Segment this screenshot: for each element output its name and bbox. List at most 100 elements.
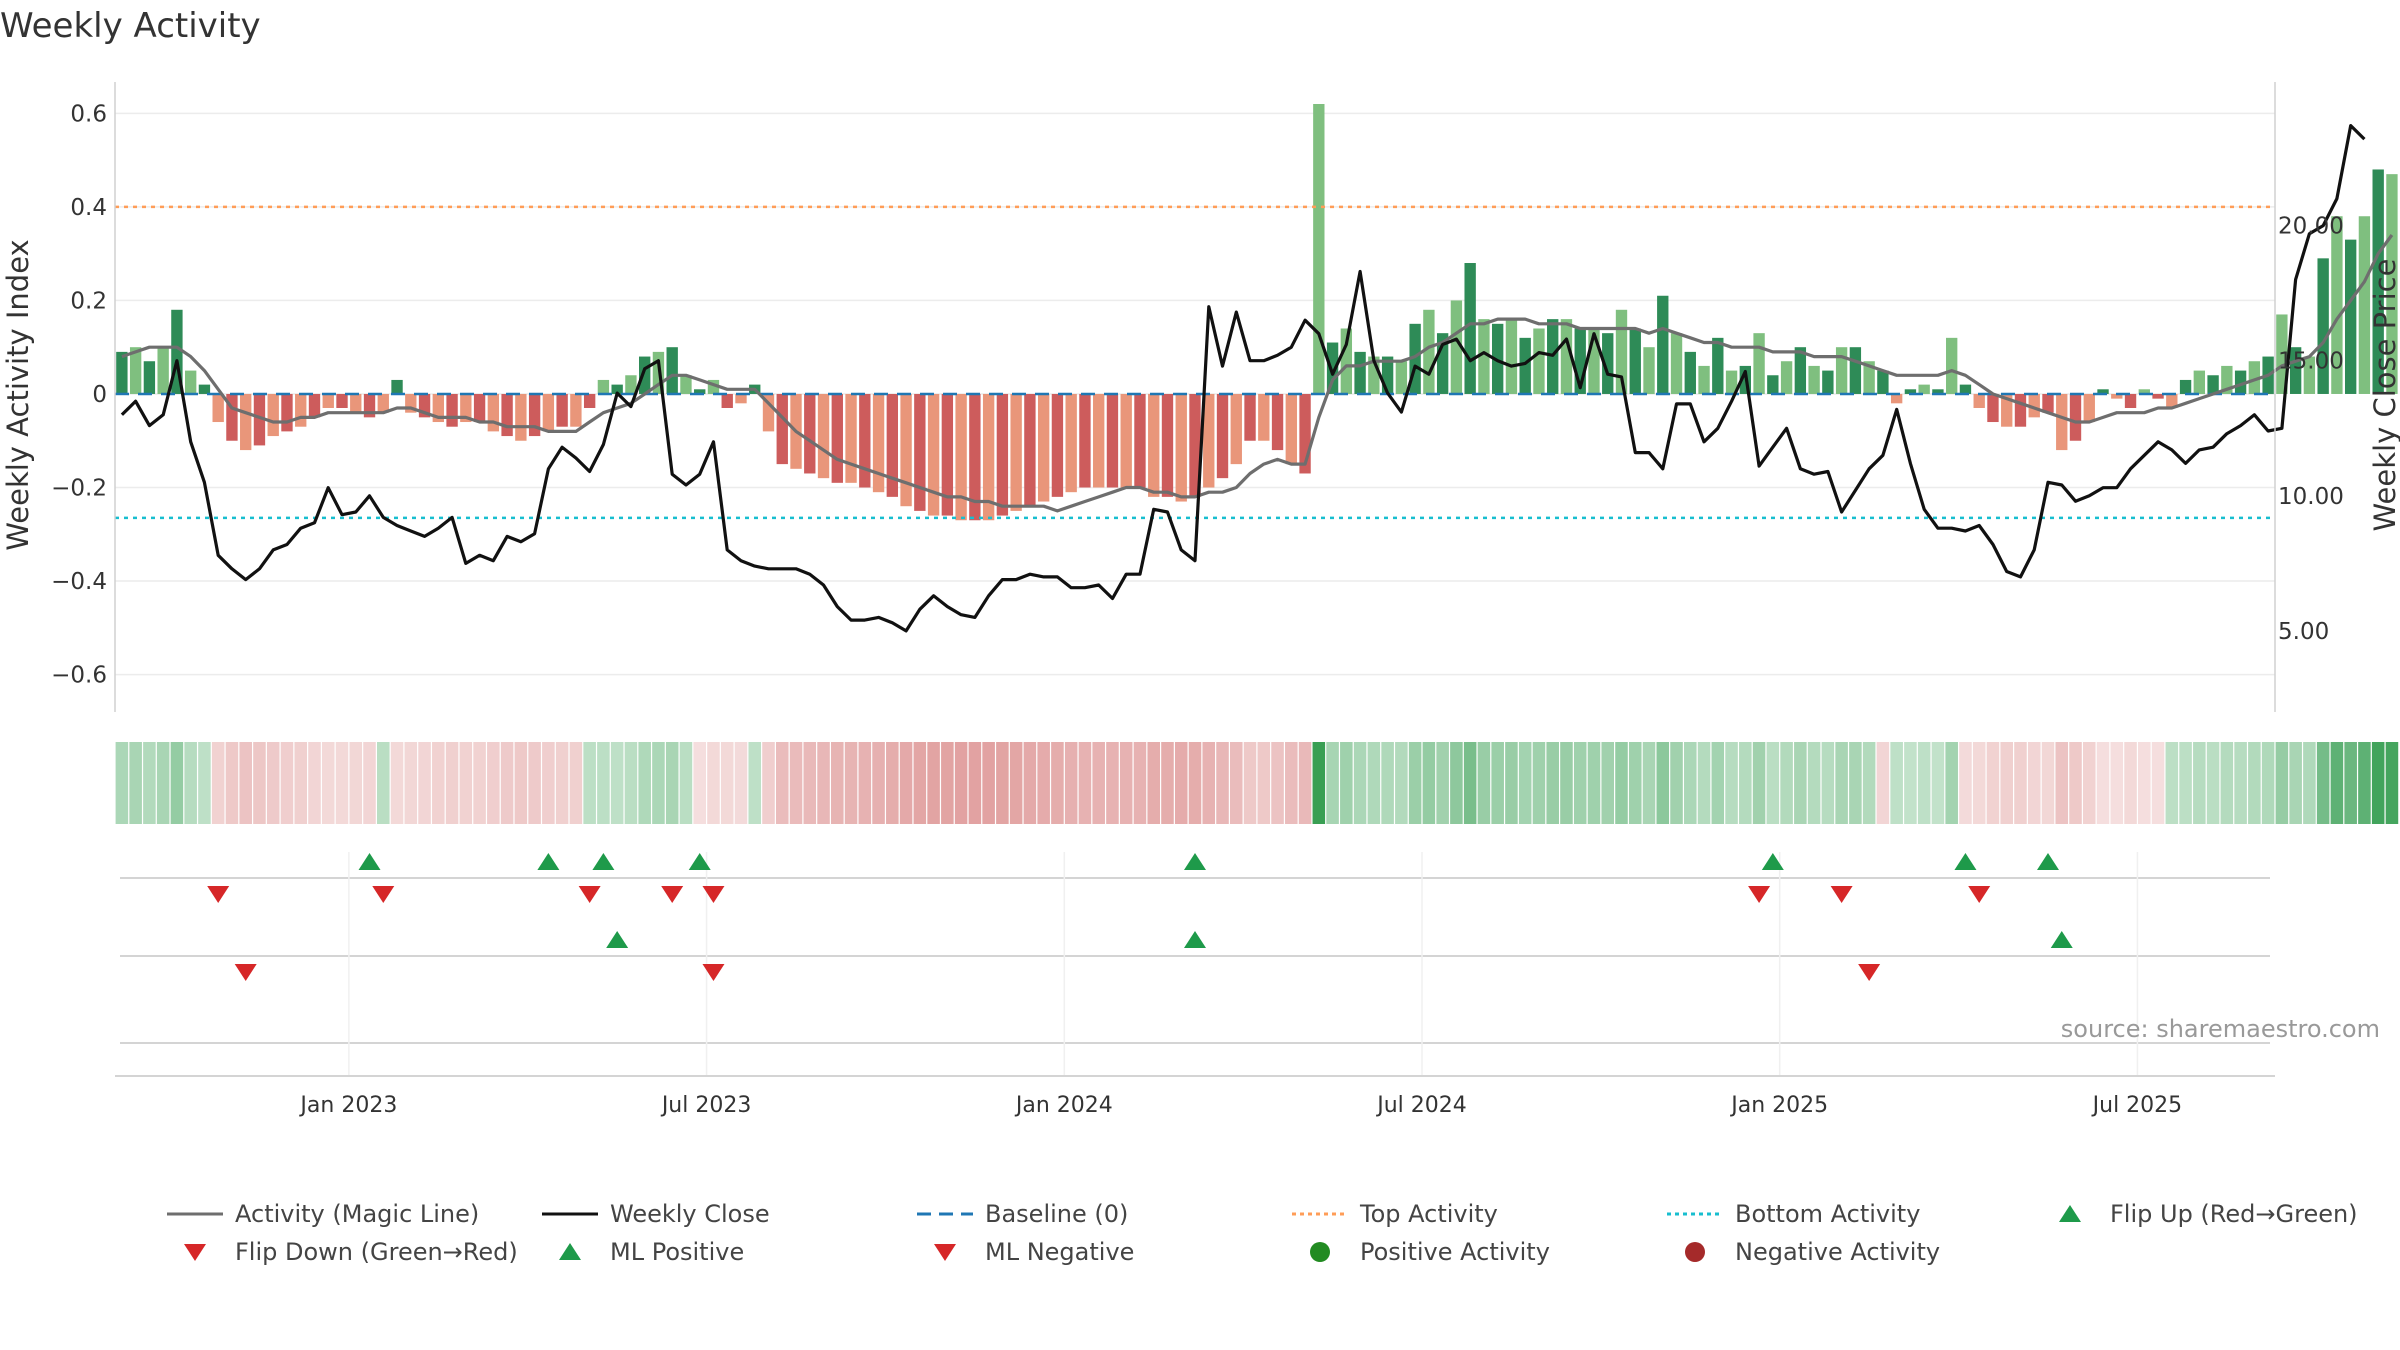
regime-cell — [335, 742, 349, 824]
activity-bar — [941, 393, 954, 516]
activity-bar — [721, 393, 733, 408]
activity-bar — [1533, 328, 1545, 394]
activity-bar — [666, 347, 678, 394]
activity-bar — [996, 393, 1009, 516]
regime-cell — [1684, 742, 1697, 824]
activity-bars — [116, 104, 2398, 521]
activity-bar — [350, 393, 362, 413]
activity-bar — [1093, 393, 1105, 488]
activity-bar — [473, 393, 486, 423]
legend-flip-down-label: Flip Down (Green→Red) — [235, 1238, 518, 1266]
y-axis-title: Weekly Activity Index — [1, 239, 35, 550]
activity-bar — [1423, 309, 1435, 394]
activity-bar — [1946, 337, 1958, 394]
regime-cell — [1161, 742, 1174, 824]
regime-cell — [239, 742, 252, 824]
legend-positive-activity: Positive Activity — [1290, 1238, 1550, 1266]
regime-cell — [2261, 742, 2275, 824]
regime-cell — [2193, 742, 2206, 824]
activity-bar — [831, 393, 843, 483]
regime-cell — [1450, 742, 1463, 824]
regime-cell — [1009, 742, 1023, 824]
flip-down-marker — [702, 886, 725, 903]
regime-cell — [652, 742, 665, 824]
activity-bar — [1134, 393, 1146, 488]
regime-cell — [1285, 742, 1298, 824]
activity-bar — [583, 393, 596, 408]
activity-bar — [2317, 258, 2329, 394]
regime-cell — [913, 742, 927, 824]
activity-bar — [405, 393, 417, 413]
legend-ml-neg-label: ML Negative — [985, 1238, 1135, 1266]
activity-bar — [198, 384, 211, 394]
activity-bar — [2358, 216, 2371, 394]
regime-cell — [872, 742, 885, 824]
activity-bar — [1079, 393, 1091, 488]
regime-cell — [1023, 742, 1037, 824]
regime-cell — [1931, 742, 1945, 824]
axes: 0.6 0.4 0.2 0 −0.2 −0.4 −0.6 5.00 10.00 15.00 20.0… — [1, 82, 2400, 1118]
activity-bar — [295, 393, 307, 427]
y2-tick-label: 10.00 — [2278, 484, 2344, 510]
weekly-close-line — [120, 123, 2366, 633]
regime-cell — [2041, 742, 2055, 824]
activity-bar — [1203, 393, 1215, 488]
regime-cell — [1271, 742, 1284, 824]
regime-cell — [1794, 742, 1807, 824]
regime-cell — [1051, 742, 1064, 824]
activity-bar — [2372, 169, 2384, 394]
regime-cell — [2206, 742, 2220, 824]
regime-cell — [789, 742, 803, 824]
regime-cell — [129, 742, 142, 824]
activity-bar — [2344, 239, 2357, 394]
regime-cell — [390, 742, 404, 824]
y2-axis-title: Weekly Close Price — [2368, 259, 2400, 532]
flip-up-marker — [537, 853, 560, 870]
activity-bar — [1753, 333, 1765, 394]
regime-cell — [1064, 742, 1078, 824]
activity-bar — [735, 393, 747, 404]
activity-bar — [1519, 337, 1531, 394]
activity-bar — [240, 393, 252, 451]
regime-cell — [445, 742, 459, 824]
regime-cell — [2027, 742, 2041, 824]
regime-cell — [803, 742, 817, 824]
activity-bar — [927, 393, 940, 516]
regime-cell — [473, 742, 486, 824]
activity-bar — [2111, 393, 2123, 399]
activity-bar — [1629, 328, 1641, 394]
legend-baseline: Baseline (0) — [915, 1200, 1128, 1228]
regime-cell — [143, 742, 156, 824]
activity-bar — [2193, 370, 2206, 394]
regime-cell — [1628, 742, 1642, 824]
activity-bar — [1808, 365, 1820, 394]
y-tick-label: 0.4 — [70, 195, 107, 221]
regime-cell — [418, 742, 431, 824]
regime-cell — [707, 742, 720, 824]
activity-bar — [2028, 393, 2040, 418]
activity-bar — [570, 393, 582, 427]
activity-bar — [446, 393, 458, 427]
flip-down-marker — [207, 886, 230, 903]
regime-cell — [1505, 742, 1518, 824]
regime-cell — [817, 742, 830, 824]
activity-bar — [1478, 319, 1490, 394]
activity-bar — [171, 309, 183, 394]
regime-cell — [1229, 742, 1243, 824]
regime-cell — [1037, 742, 1050, 824]
activity-bar — [845, 393, 857, 483]
regime-cell — [1697, 742, 1711, 824]
regime-cell — [459, 742, 473, 824]
regime-cell — [1904, 742, 1917, 824]
y-tick-label: −0.6 — [51, 663, 107, 689]
regime-cell — [2358, 742, 2371, 824]
activity-bar — [1106, 393, 1119, 488]
activity-bar — [969, 393, 981, 521]
x-tick-label: Jul 2025 — [2091, 1093, 2183, 1118]
legend-pos-act-label: Positive Activity — [1360, 1238, 1550, 1266]
flip-up-marker — [1761, 853, 1784, 870]
x-tick-label: Jul 2023 — [660, 1093, 752, 1118]
regime-cell — [184, 742, 197, 824]
regime-cell — [377, 742, 390, 824]
